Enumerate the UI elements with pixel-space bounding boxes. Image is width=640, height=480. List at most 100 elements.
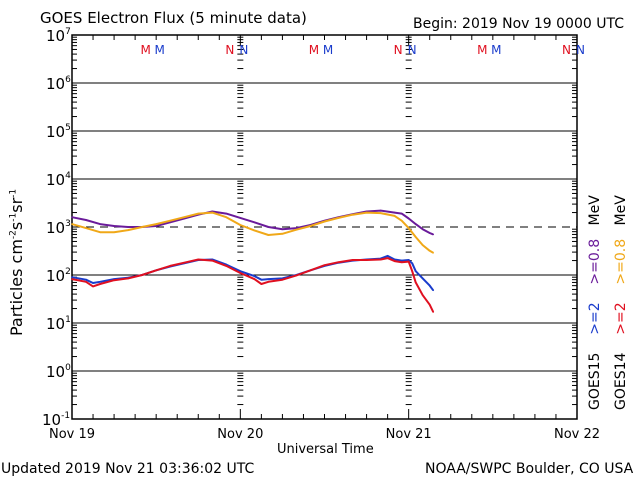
series-line-1 [71,211,434,254]
series-point [225,265,228,267]
y-tick-exponent: 4 [65,171,71,181]
y-tick-exponent: 6 [65,75,71,85]
series-point [323,220,326,223]
series-point [239,272,242,274]
y-tick-label: 102 [46,267,71,285]
series-point [85,219,87,221]
series-point [428,232,431,234]
y-tick-base: 10 [46,267,65,285]
y-tick-label: 10-1 [42,411,70,429]
series-point [337,217,340,219]
series-point [71,276,73,278]
series-point [379,258,382,261]
y-tick-label: 107 [46,27,71,45]
series-point [267,226,270,228]
series-point [169,265,171,267]
legend-goes15-unit: MeV [587,195,603,226]
series-point [428,303,431,306]
series-point [281,228,284,230]
y-tick-label: 100 [46,363,71,381]
y-tick-exponent: 5 [65,123,71,133]
series-point [113,225,115,227]
series-point [386,255,389,257]
series-point [414,281,417,284]
series-point [141,274,143,276]
series-point [92,285,94,288]
series-point [71,216,73,219]
series-point [414,236,417,238]
series-point [414,270,417,272]
series-point [99,223,101,225]
series-point [421,228,424,230]
series-point [411,262,413,265]
mn-marker: N [239,43,248,57]
series-point [309,269,312,272]
series-point [267,278,270,280]
series-point [295,228,298,231]
y-tick-label: 101 [46,315,71,333]
x-tick-label: Nov 21 [386,427,432,442]
series-point [386,257,389,259]
series-point [351,213,354,216]
series-point [379,209,382,212]
mn-marker: M [309,43,319,57]
series-point [253,278,256,280]
series-point [225,212,228,215]
y-tick-base: 10 [46,315,65,333]
series-point [127,226,129,228]
series-point [253,229,256,232]
series-point [421,277,424,280]
series-point [211,259,214,262]
series-point [400,212,403,215]
series-point [295,227,298,229]
mn-marker: M [491,43,501,57]
series-point [99,281,101,283]
mn-marker: N [394,43,403,57]
series-point [351,259,354,261]
series-point [113,279,115,281]
series-point [400,259,403,262]
series-point [414,223,417,225]
legend-goes15-08mev: >=0.8 [587,238,603,285]
series-point [337,261,340,263]
mn-marker: N [562,43,571,57]
series-point [197,212,200,215]
y-tick-base: 10 [46,219,65,237]
series-point [113,231,115,233]
series-point [239,224,242,226]
series-point [183,216,186,219]
y-tick-label: 104 [46,171,71,189]
series-point [432,233,435,236]
series-point [407,259,410,261]
x-axis-label: Universal Time [277,442,374,457]
y-tick-base: 10 [46,123,65,141]
y-tick-base: 10 [46,171,65,189]
x-tick-label: Nov 19 [49,427,95,442]
y-axis-label: Particles cm-2s-1sr-1 [6,189,26,336]
series-point [155,269,157,272]
y-tick-base: 10 [42,411,61,429]
series-point [323,264,326,267]
mn-marker: N [225,43,234,57]
legend-goes14-unit: MeV [613,195,629,226]
series-point [267,234,270,236]
legend-goes14: GOES14 >=2 >=0.8 MeV [613,195,629,410]
legend-goes15-sat: GOES15 [587,352,603,410]
series-point [407,227,410,229]
series-point [407,217,410,220]
series-point [85,227,87,229]
series-point [127,229,129,231]
series-line-3 [71,257,435,313]
series-point [141,226,143,228]
begin-time: Begin: 2019 Nov 19 0000 UTC [413,16,624,32]
y-tick-label: 106 [46,75,71,93]
series-point [225,216,228,219]
y-tick-exponent: 3 [65,219,71,229]
series-point [428,284,431,287]
series-point [85,278,87,281]
chart-title: GOES Electron Flux (5 minute data) [40,9,307,27]
series-point [393,211,396,214]
x-tick-label: Nov 20 [217,427,263,442]
series-point [99,283,101,285]
y-tick-exponent: 0 [65,363,71,373]
